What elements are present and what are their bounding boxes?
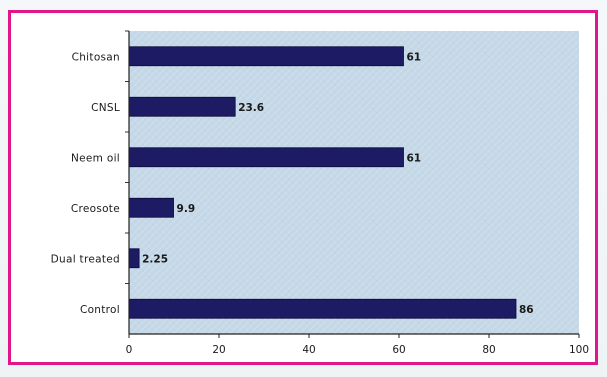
x-tick-label-5: 100 — [569, 344, 589, 356]
bar-2 — [128, 147, 404, 168]
plot-area — [129, 31, 579, 334]
x-tick-label-3: 60 — [392, 344, 405, 356]
category-label-1: CNSL — [91, 102, 120, 114]
value-label-2: 61 — [407, 152, 422, 164]
value-label-3: 9.9 — [177, 203, 196, 215]
value-label-5: 86 — [519, 304, 534, 316]
value-label-0: 61 — [407, 51, 422, 63]
category-label-0: Chitosan — [72, 51, 120, 63]
category-label-3: Creosote — [71, 203, 120, 215]
x-tick-label-0: 0 — [126, 344, 133, 356]
bar-1 — [128, 96, 236, 117]
bar-3 — [128, 197, 174, 218]
x-tick-label-2: 40 — [302, 344, 315, 356]
bar-5 — [128, 298, 517, 319]
category-label-5: Control — [80, 304, 120, 316]
category-label-2: Neem oil — [71, 152, 120, 164]
value-label-1: 23.6 — [238, 102, 264, 114]
value-label-4: 2.25 — [142, 253, 168, 265]
x-tick-label-1: 20 — [212, 344, 225, 356]
bar-4 — [128, 248, 140, 269]
chart-card: Chitosan 61 CNSL 23.6 Neem oil 61 Creosote 9.9 D… — [8, 10, 598, 365]
bar-chart: Chitosan 61 CNSL 23.6 Neem oil 61 Creosote 9.9 D… — [51, 30, 589, 356]
x-tick-label-4: 80 — [482, 344, 495, 356]
bar-0 — [128, 46, 404, 67]
category-label-4: Dual treated — [51, 253, 120, 265]
